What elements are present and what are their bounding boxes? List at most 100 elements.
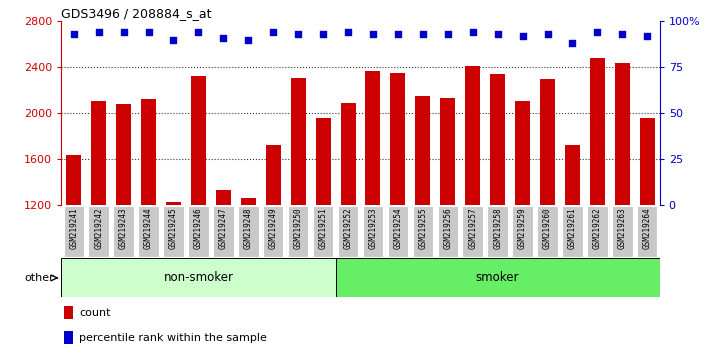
Bar bbox=[590, 58, 605, 205]
Text: other: other bbox=[24, 273, 54, 283]
Text: GSM219255: GSM219255 bbox=[418, 207, 428, 249]
Bar bbox=[188, 206, 208, 257]
Bar bbox=[412, 206, 433, 257]
Bar bbox=[615, 63, 630, 205]
Bar bbox=[166, 202, 181, 205]
Bar bbox=[388, 206, 408, 257]
Bar bbox=[462, 206, 483, 257]
Bar bbox=[465, 66, 480, 205]
Bar bbox=[213, 206, 234, 257]
Text: GSM219264: GSM219264 bbox=[642, 207, 652, 249]
Bar bbox=[565, 145, 580, 205]
Bar bbox=[391, 73, 405, 205]
Text: GSM219254: GSM219254 bbox=[394, 207, 402, 249]
Text: GSM219241: GSM219241 bbox=[69, 207, 79, 249]
Text: GSM219263: GSM219263 bbox=[618, 207, 627, 249]
Text: GSM219261: GSM219261 bbox=[568, 207, 577, 249]
Point bbox=[392, 31, 404, 37]
Bar bbox=[441, 98, 455, 205]
Text: GSM219262: GSM219262 bbox=[593, 207, 602, 249]
Point bbox=[317, 31, 329, 37]
Bar bbox=[335, 258, 660, 297]
Point bbox=[616, 31, 628, 37]
Text: GSM219245: GSM219245 bbox=[169, 207, 178, 249]
Bar bbox=[116, 104, 131, 205]
Point bbox=[218, 35, 229, 41]
Bar bbox=[313, 206, 333, 257]
Point bbox=[367, 31, 379, 37]
Text: GSM219250: GSM219250 bbox=[293, 207, 303, 249]
Bar bbox=[64, 307, 74, 319]
Bar bbox=[138, 206, 159, 257]
Text: GDS3496 / 208884_s_at: GDS3496 / 208884_s_at bbox=[61, 7, 212, 20]
Text: GSM219243: GSM219243 bbox=[119, 207, 128, 249]
Text: GSM219244: GSM219244 bbox=[144, 207, 153, 249]
Bar bbox=[537, 206, 558, 257]
Text: GSM219257: GSM219257 bbox=[468, 207, 477, 249]
Bar bbox=[91, 101, 106, 205]
Bar bbox=[438, 206, 458, 257]
Point bbox=[642, 33, 653, 39]
Bar bbox=[163, 206, 184, 257]
Text: GSM219258: GSM219258 bbox=[493, 207, 502, 249]
Text: GSM219248: GSM219248 bbox=[244, 207, 253, 249]
Point bbox=[567, 40, 578, 46]
Point bbox=[242, 37, 254, 42]
Bar bbox=[266, 145, 280, 205]
Point bbox=[492, 31, 503, 37]
Text: GSM219249: GSM219249 bbox=[269, 207, 278, 249]
Bar bbox=[316, 118, 330, 205]
Text: count: count bbox=[79, 308, 111, 318]
Bar bbox=[515, 101, 530, 205]
Text: GSM219242: GSM219242 bbox=[94, 207, 103, 249]
Bar bbox=[288, 206, 309, 257]
Bar bbox=[640, 118, 655, 205]
Point bbox=[442, 31, 454, 37]
Bar bbox=[340, 103, 355, 205]
Bar bbox=[216, 190, 231, 205]
Bar bbox=[587, 206, 608, 257]
Text: GSM219260: GSM219260 bbox=[543, 207, 552, 249]
Text: GSM219246: GSM219246 bbox=[194, 207, 203, 249]
Text: GSM219251: GSM219251 bbox=[319, 207, 327, 249]
Bar bbox=[562, 206, 583, 257]
Point bbox=[68, 31, 79, 37]
Point bbox=[267, 29, 279, 35]
Bar bbox=[338, 206, 358, 257]
Point bbox=[143, 29, 154, 35]
Point bbox=[342, 29, 354, 35]
Text: GSM219256: GSM219256 bbox=[443, 207, 452, 249]
Point bbox=[118, 29, 129, 35]
Bar bbox=[540, 79, 555, 205]
Point bbox=[541, 31, 553, 37]
Point bbox=[417, 31, 428, 37]
Bar bbox=[415, 96, 430, 205]
Text: GSM219253: GSM219253 bbox=[368, 207, 378, 249]
Text: GSM219247: GSM219247 bbox=[219, 207, 228, 249]
Bar bbox=[263, 206, 283, 257]
Bar bbox=[89, 206, 109, 257]
Point bbox=[592, 29, 603, 35]
Bar bbox=[291, 78, 306, 205]
Bar bbox=[113, 206, 134, 257]
Bar bbox=[241, 199, 256, 205]
Point bbox=[467, 29, 479, 35]
Bar bbox=[64, 331, 74, 344]
Bar bbox=[66, 155, 81, 205]
Text: percentile rank within the sample: percentile rank within the sample bbox=[79, 333, 267, 343]
Bar bbox=[61, 258, 335, 297]
Bar bbox=[513, 206, 533, 257]
Bar bbox=[63, 206, 84, 257]
Bar bbox=[366, 71, 381, 205]
Point bbox=[168, 37, 180, 42]
Bar bbox=[191, 76, 206, 205]
Text: non-smoker: non-smoker bbox=[164, 272, 234, 284]
Bar bbox=[487, 206, 508, 257]
Text: smoker: smoker bbox=[476, 272, 519, 284]
Bar bbox=[363, 206, 383, 257]
Point bbox=[293, 31, 304, 37]
Bar bbox=[612, 206, 632, 257]
Point bbox=[517, 33, 528, 39]
Bar bbox=[238, 206, 259, 257]
Text: GSM219252: GSM219252 bbox=[343, 207, 353, 249]
